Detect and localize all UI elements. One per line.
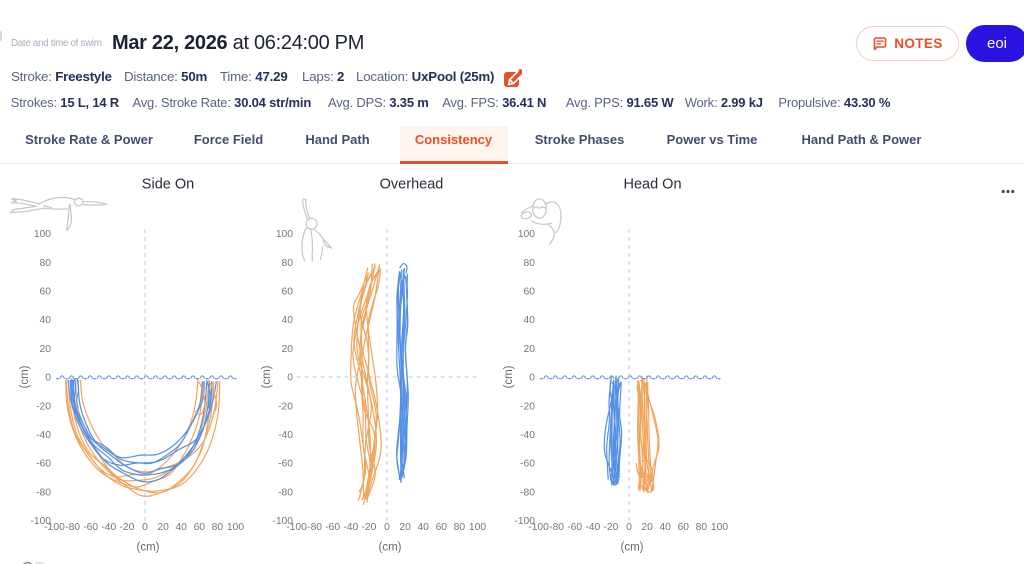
- svg-text:100: 100: [34, 229, 51, 240]
- svg-text:-40: -40: [36, 430, 51, 441]
- svg-text:(cm): (cm): [19, 365, 31, 388]
- svg-text:40: 40: [417, 522, 429, 533]
- svg-text:20: 20: [282, 344, 294, 355]
- svg-text:-60: -60: [520, 459, 535, 470]
- svg-text:-40: -40: [585, 522, 600, 533]
- svg-text:-100: -100: [514, 516, 535, 527]
- svg-text:-60: -60: [325, 522, 340, 533]
- svg-text:60: 60: [40, 287, 52, 298]
- svg-text:-80: -80: [520, 487, 535, 498]
- svg-text:-80: -80: [549, 522, 564, 533]
- svg-text:-20: -20: [603, 522, 618, 533]
- svg-text:Overhead: Overhead: [380, 177, 444, 193]
- svg-text:-40: -40: [101, 522, 116, 533]
- svg-text:-20: -20: [278, 401, 293, 412]
- svg-text:(cm): (cm): [503, 365, 515, 388]
- svg-text:-80: -80: [278, 487, 293, 498]
- svg-text:80: 80: [40, 258, 52, 269]
- svg-text:100: 100: [276, 229, 293, 240]
- svg-text:0: 0: [142, 522, 148, 533]
- svg-text:0: 0: [45, 373, 51, 384]
- svg-text:0: 0: [384, 522, 390, 533]
- svg-text:-100: -100: [528, 522, 549, 533]
- svg-text:20: 20: [157, 522, 169, 533]
- svg-text:-20: -20: [520, 401, 535, 412]
- svg-text:80: 80: [696, 522, 708, 533]
- svg-text:-20: -20: [119, 522, 134, 533]
- svg-text:-40: -40: [343, 522, 358, 533]
- svg-text:60: 60: [678, 522, 690, 533]
- svg-text:(cm): (cm): [621, 542, 644, 554]
- svg-text:0: 0: [626, 522, 632, 533]
- svg-text:-40: -40: [278, 430, 293, 441]
- svg-text:100: 100: [711, 522, 728, 533]
- svg-text:-80: -80: [65, 522, 80, 533]
- svg-text:80: 80: [454, 522, 466, 533]
- svg-text:20: 20: [40, 344, 52, 355]
- svg-text:(cm): (cm): [261, 365, 273, 388]
- svg-text:60: 60: [282, 287, 294, 298]
- svg-text:80: 80: [212, 522, 224, 533]
- svg-text:-80: -80: [36, 487, 51, 498]
- svg-text:100: 100: [518, 229, 535, 240]
- svg-text:-60: -60: [278, 459, 293, 470]
- svg-text:-80: -80: [307, 522, 322, 533]
- svg-text:(cm): (cm): [137, 542, 160, 554]
- svg-text:20: 20: [524, 344, 536, 355]
- svg-text:-60: -60: [83, 522, 98, 533]
- svg-text:-20: -20: [361, 522, 376, 533]
- svg-text:100: 100: [227, 522, 244, 533]
- svg-text:40: 40: [524, 315, 536, 326]
- svg-text:0: 0: [529, 373, 535, 384]
- svg-text:80: 80: [524, 258, 536, 269]
- svg-text:60: 60: [524, 287, 536, 298]
- svg-text:60: 60: [194, 522, 206, 533]
- svg-text:-100: -100: [44, 522, 65, 533]
- svg-text:Head On: Head On: [623, 177, 681, 193]
- svg-text:Side On: Side On: [142, 177, 194, 193]
- svg-text:-60: -60: [567, 522, 582, 533]
- svg-text:40: 40: [40, 315, 52, 326]
- svg-text:-20: -20: [36, 401, 51, 412]
- svg-text:40: 40: [282, 315, 294, 326]
- svg-text:80: 80: [282, 258, 294, 269]
- svg-text:-40: -40: [520, 430, 535, 441]
- svg-text:-100: -100: [30, 516, 51, 527]
- svg-text:60: 60: [436, 522, 448, 533]
- svg-text:100: 100: [469, 522, 486, 533]
- svg-text:(cm): (cm): [379, 542, 402, 554]
- svg-text:40: 40: [659, 522, 671, 533]
- svg-text:-100: -100: [286, 522, 307, 533]
- svg-text:-60: -60: [36, 459, 51, 470]
- svg-text:40: 40: [175, 522, 187, 533]
- svg-text:20: 20: [641, 522, 653, 533]
- svg-text:20: 20: [399, 522, 411, 533]
- svg-text:0: 0: [287, 373, 293, 384]
- svg-text:-100: -100: [272, 516, 293, 527]
